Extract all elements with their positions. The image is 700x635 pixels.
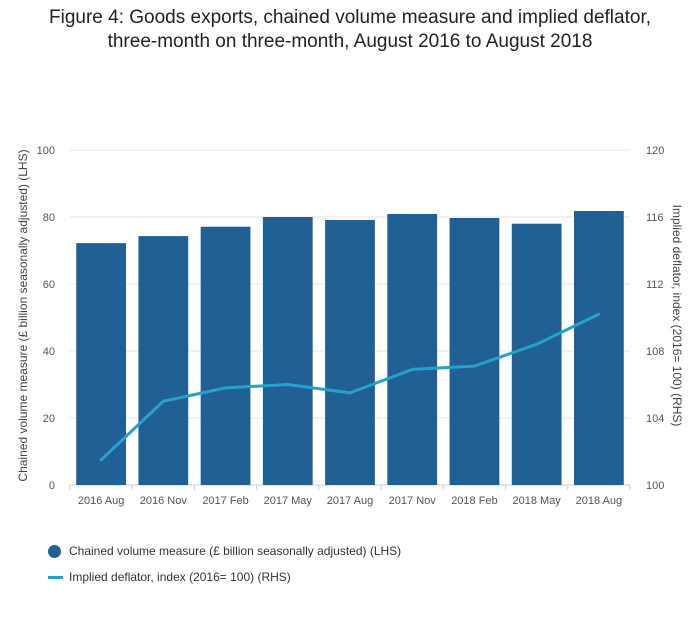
line-series-deflator <box>99 312 601 462</box>
y2-tick-label: 116 <box>646 212 664 224</box>
x-tick-label: 2017 Feb <box>202 495 248 507</box>
bar <box>325 220 375 485</box>
y-tick-label: 80 <box>43 212 55 224</box>
y2-tick-label: 104 <box>646 413 664 425</box>
x-tick-label: 2017 Aug <box>327 495 374 507</box>
x-tick-label: 2016 Aug <box>78 495 125 507</box>
y-tick-label: 100 <box>37 145 55 157</box>
x-tick-label: 2018 May <box>513 495 562 507</box>
bar <box>138 236 189 485</box>
bar <box>449 218 500 485</box>
x-tick-label: 2017 Nov <box>389 495 437 507</box>
legend-swatch-line <box>48 575 63 579</box>
legend-item-line[interactable]: Implied deflator, index (2016= 100) (RHS… <box>48 566 401 588</box>
y2-axis-title: Implied deflator, index (2016= 100) (RHS… <box>670 205 684 427</box>
y-tick-label: 60 <box>43 279 55 291</box>
bar <box>200 226 251 485</box>
x-tick-label: 2016 Nov <box>140 495 188 507</box>
y-axis-title: Chained volume measure (£ billion season… <box>16 149 30 481</box>
y-tick-label: 0 <box>49 480 55 492</box>
y-tick-label: 40 <box>43 346 55 358</box>
legend-label-bars: Chained volume measure (£ billion season… <box>69 544 402 558</box>
bar <box>76 243 126 485</box>
bar <box>262 217 313 485</box>
y2-tick-label: 100 <box>646 480 664 492</box>
chart-title-line-2: three-month on three-month, August 2016 … <box>107 31 593 52</box>
legend-item-bars[interactable]: Chained volume measure (£ billion season… <box>48 540 401 562</box>
legend-swatch-bars <box>48 544 61 558</box>
y2-tick-label: 108 <box>646 346 664 358</box>
x-tick-label: 2018 Feb <box>451 495 497 507</box>
x-tick-label: 2018 Aug <box>576 495 623 507</box>
chart-legend: Chained volume measure (£ billion season… <box>48 540 401 592</box>
chart-title-line-1: Figure 4: Goods exports, chained volume … <box>49 7 651 28</box>
y2-tick-label: 120 <box>646 145 664 157</box>
bar <box>511 223 562 485</box>
bar <box>574 210 624 485</box>
x-tick-label: 2017 May <box>264 495 313 507</box>
chart-title: Figure 4: Goods exports, chained volume … <box>0 6 700 54</box>
y2-tick-label: 112 <box>646 279 664 291</box>
bar <box>387 213 438 486</box>
legend-label-line: Implied deflator, index (2016= 100) (RHS… <box>69 570 291 584</box>
y-tick-label: 20 <box>43 413 55 425</box>
